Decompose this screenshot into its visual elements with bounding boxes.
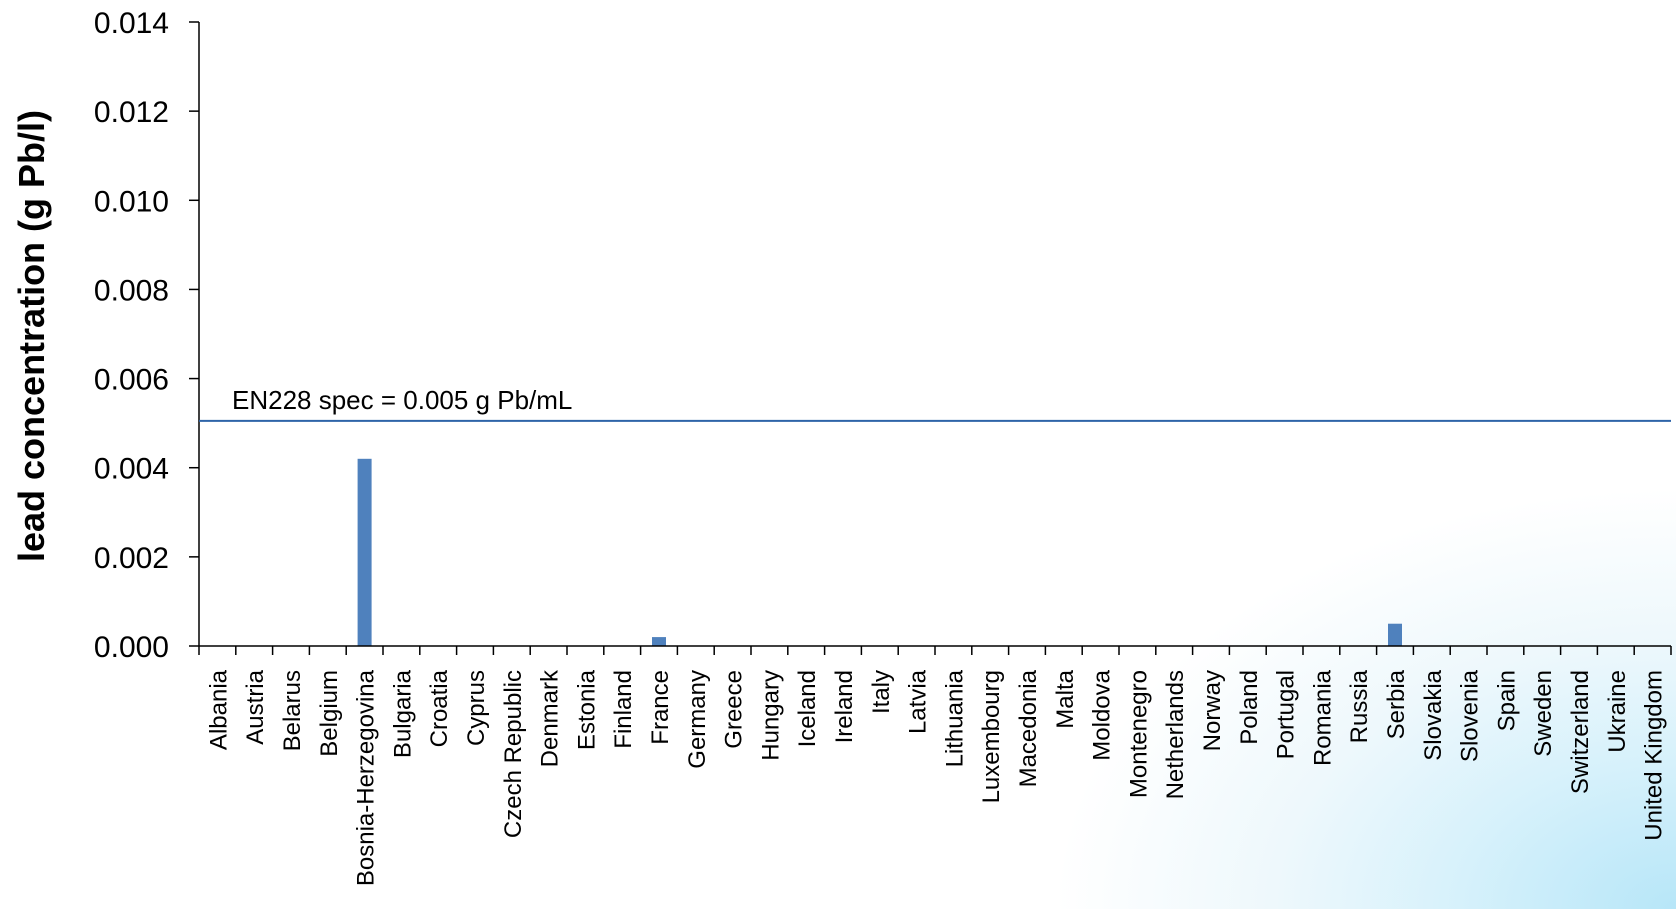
x-tick-label: Montenegro bbox=[1125, 670, 1152, 798]
x-tick-label: Belgium bbox=[316, 670, 343, 757]
x-tick-label: Poland bbox=[1236, 670, 1263, 745]
x-tick-label: United Kingdom bbox=[1641, 670, 1668, 841]
reference-line-group: EN228 spec = 0.005 g Pb/mL bbox=[199, 385, 1671, 422]
y-tick-label: 0.012 bbox=[94, 96, 169, 129]
y-tick-label: 0.004 bbox=[94, 453, 169, 486]
y-tick-label: 0.010 bbox=[94, 185, 169, 218]
y-tick-label: 0.002 bbox=[94, 542, 169, 575]
x-tick-label: Hungary bbox=[757, 670, 784, 761]
x-tick-label: Czech Republic bbox=[500, 670, 527, 838]
x-tick-label: Romania bbox=[1309, 669, 1336, 766]
bars bbox=[357, 458, 1402, 646]
x-tick-label: Netherlands bbox=[1162, 670, 1189, 799]
y-axis-label: lead concentration (g Pb/l) bbox=[11, 110, 52, 562]
x-tick-label: Greece bbox=[721, 670, 748, 749]
x-tick-label: Ukraine bbox=[1604, 670, 1631, 753]
x-tick-label: Malta bbox=[1052, 669, 1079, 728]
x-tick-label: Germany bbox=[684, 670, 711, 769]
y-tick-label: 0.006 bbox=[94, 364, 169, 397]
x-tick-label: Switzerland bbox=[1567, 670, 1594, 794]
bar-serbia bbox=[1388, 623, 1402, 646]
x-tick-label: Albania bbox=[205, 669, 232, 750]
x-tick-label: Austria bbox=[242, 669, 269, 744]
y-tick-label: 0.014 bbox=[94, 7, 169, 40]
x-tick-label: Ireland bbox=[831, 670, 858, 743]
x-tick-label: Slovakia bbox=[1420, 669, 1447, 760]
x-tick-label: Slovenia bbox=[1457, 669, 1484, 762]
y-tick-label: 0.000 bbox=[94, 631, 169, 664]
x-tick-label: Croatia bbox=[426, 669, 453, 747]
x-tick-label: Luxembourg bbox=[978, 670, 1005, 803]
x-tick-label: France bbox=[647, 670, 674, 745]
x-tick-label: Russia bbox=[1346, 669, 1373, 743]
x-tick-label: Serbia bbox=[1383, 669, 1410, 739]
x-tick-label: Iceland bbox=[794, 670, 821, 747]
x-tick-label: Bulgaria bbox=[389, 669, 416, 758]
x-tick-label: Finland bbox=[610, 670, 637, 749]
bar-france bbox=[652, 637, 666, 646]
x-tick-label: Lithuania bbox=[941, 669, 968, 767]
x-tick-label: Moldova bbox=[1089, 669, 1116, 760]
y-tick-label: 0.008 bbox=[94, 274, 169, 307]
en228-spec-label: EN228 spec = 0.005 g Pb/mL bbox=[232, 385, 572, 415]
x-tick-label: Norway bbox=[1199, 670, 1226, 751]
bar-bosnia-herzegovina bbox=[357, 458, 372, 646]
x-tick-label: Macedonia bbox=[1015, 669, 1042, 787]
x-tick-label: Spain bbox=[1493, 670, 1520, 731]
x-tick-label: Sweden bbox=[1530, 670, 1557, 757]
x-tick-label: Bosnia-Herzegovina bbox=[353, 669, 380, 886]
y-axis: 0.000 0.002 0.004 0.006 0.008 0.010 0.012 0.014 bbox=[94, 7, 200, 664]
x-tick-label: Estonia bbox=[573, 669, 600, 750]
x-tick-label: Latvia bbox=[905, 669, 932, 734]
x-tick-label: Portugal bbox=[1273, 670, 1300, 759]
x-tick-label: Italy bbox=[868, 670, 895, 714]
x-tick-label: Denmark bbox=[537, 669, 564, 767]
x-axis: Albania Austria Belarus Belgium Bosnia-Herze… bbox=[198, 645, 1672, 886]
x-tick-label: Belarus bbox=[279, 670, 306, 751]
x-tick-label: Cyprus bbox=[463, 670, 490, 746]
